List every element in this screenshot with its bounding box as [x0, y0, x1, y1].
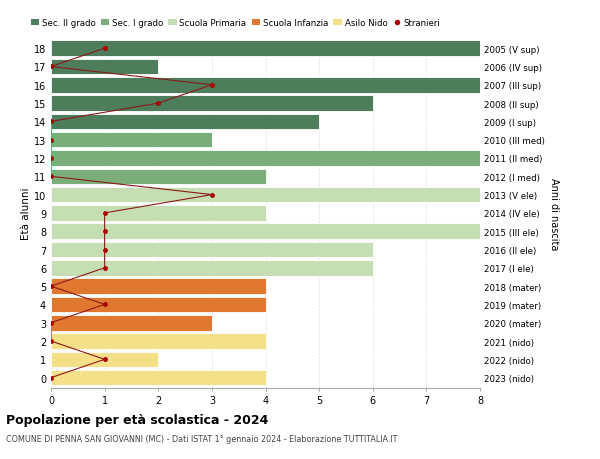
Bar	[51, 260, 373, 276]
Bar	[51, 114, 319, 130]
Bar	[51, 78, 480, 93]
Bar	[51, 41, 480, 57]
Bar	[51, 242, 373, 257]
Bar	[51, 206, 265, 221]
Bar	[51, 224, 480, 240]
Bar	[51, 279, 265, 294]
Bar	[51, 315, 212, 331]
Legend: Sec. II grado, Sec. I grado, Scuola Primaria, Scuola Infanzia, Asilo Nido, Stran: Sec. II grado, Sec. I grado, Scuola Prim…	[27, 15, 444, 31]
Text: Popolazione per età scolastica - 2024: Popolazione per età scolastica - 2024	[6, 413, 268, 426]
Bar	[51, 96, 373, 112]
Bar	[51, 187, 480, 203]
Bar	[51, 352, 158, 367]
Bar	[51, 133, 212, 148]
Bar	[51, 297, 265, 313]
Bar	[51, 60, 158, 75]
Bar	[51, 334, 265, 349]
Text: COMUNE DI PENNA SAN GIOVANNI (MC) - Dati ISTAT 1° gennaio 2024 - Elaborazione TU: COMUNE DI PENNA SAN GIOVANNI (MC) - Dati…	[6, 434, 397, 443]
Bar	[51, 370, 265, 386]
Bar	[51, 169, 265, 185]
Y-axis label: Anni di nascita: Anni di nascita	[549, 177, 559, 250]
Bar	[51, 151, 480, 167]
Y-axis label: Età alunni: Età alunni	[21, 187, 31, 240]
